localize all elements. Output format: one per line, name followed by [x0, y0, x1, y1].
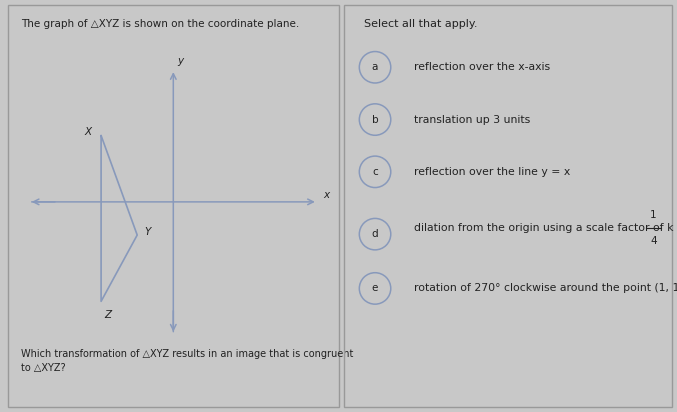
- Text: a: a: [372, 62, 378, 72]
- Text: c: c: [372, 167, 378, 177]
- Text: reflection over the x-axis: reflection over the x-axis: [414, 62, 550, 72]
- Text: x: x: [323, 190, 329, 200]
- Text: dilation from the origin using a scale factor of k =: dilation from the origin using a scale f…: [414, 223, 677, 233]
- Text: 4: 4: [650, 236, 657, 246]
- Text: b: b: [372, 115, 378, 124]
- Text: The graph of △XYZ is shown on the coordinate plane.: The graph of △XYZ is shown on the coordi…: [22, 19, 300, 29]
- Text: 1: 1: [650, 210, 657, 220]
- Text: rotation of 270° clockwise around the point (1, 1): rotation of 270° clockwise around the po…: [414, 283, 677, 293]
- Text: d: d: [372, 229, 378, 239]
- Text: reflection over the line y = x: reflection over the line y = x: [414, 167, 571, 177]
- Text: X: X: [85, 127, 92, 137]
- Text: Select all that apply.: Select all that apply.: [364, 19, 477, 29]
- Text: Y: Y: [144, 227, 151, 237]
- Text: translation up 3 units: translation up 3 units: [414, 115, 531, 124]
- Text: y: y: [177, 56, 183, 66]
- Text: Which transformation of △XYZ results in an image that is congruent
to △XYZ?: Which transformation of △XYZ results in …: [22, 349, 353, 373]
- Text: Z: Z: [105, 310, 112, 320]
- Text: e: e: [372, 283, 378, 293]
